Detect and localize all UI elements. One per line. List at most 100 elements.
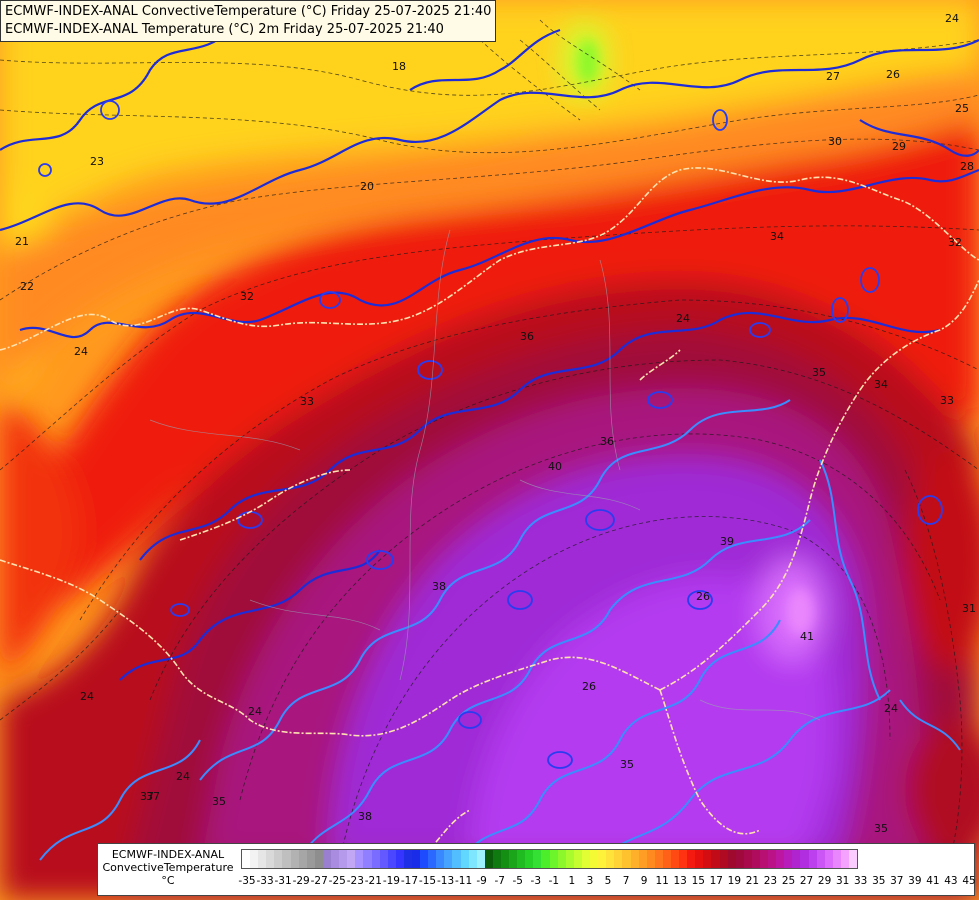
legend-swatch	[679, 850, 688, 868]
contour-label: 36	[520, 330, 534, 343]
legend-swatch	[565, 850, 574, 868]
legend-tick-label: 17	[709, 875, 723, 887]
contour-label: 38	[358, 810, 372, 823]
contour-label: 34	[874, 378, 888, 391]
legend-swatch	[840, 850, 850, 868]
legend-tick-label: 39	[908, 875, 922, 887]
legend-tick-label: -13	[436, 875, 455, 887]
legend-swatch	[557, 850, 566, 868]
legend-swatch	[428, 850, 437, 868]
contour-label: 18	[392, 60, 406, 73]
legend-swatch	[792, 850, 801, 868]
region-lines	[149, 229, 821, 721]
legend-tick-label: -7	[494, 875, 505, 887]
contour-label: 37	[146, 790, 160, 803]
legend-tick-label: -5	[512, 875, 523, 887]
legend-tick-label: 1	[568, 875, 576, 887]
legend-title: ECMWF-INDEX-ANAL ConvectiveTemperature °…	[100, 848, 236, 887]
contour-label: 24	[248, 705, 262, 718]
contour-label: 21	[15, 235, 29, 248]
contour-label: 34	[770, 230, 784, 243]
contour-label: 32	[240, 290, 254, 303]
legend-tick-label: 35	[872, 875, 886, 887]
legend-tick-label: -19	[382, 875, 400, 887]
contour-label: 24	[80, 690, 94, 703]
legend-swatch	[250, 850, 259, 868]
contour-label: 24	[945, 12, 959, 25]
legend-tick-label: -17	[400, 875, 419, 887]
field-violet	[470, 576, 834, 860]
legend-swatch	[695, 850, 704, 868]
field-orange-band	[0, 70, 979, 400]
legend-swatch	[509, 850, 518, 868]
map-title-temperature: ECMWF-INDEX-ANAL Temperature (°C) 2m Fri…	[5, 22, 444, 37]
legend-swatch	[452, 850, 461, 868]
contour-label: 39	[720, 535, 734, 548]
legend-tick-label: 21	[745, 875, 760, 887]
contour-label: 35	[874, 822, 888, 835]
contour-label: 33	[300, 395, 314, 408]
legend-swatch	[274, 850, 283, 868]
legend-swatch	[395, 850, 404, 868]
legend-tick-label: -33	[256, 875, 274, 887]
legend-title-variable: ConvectiveTemperature	[102, 861, 234, 874]
legend-color-bar	[241, 849, 859, 869]
legend-swatch	[662, 850, 671, 868]
contour-label: 38	[432, 580, 446, 593]
contour-label: 32	[948, 236, 962, 249]
legend-tick-label: -31	[274, 875, 292, 887]
legend-swatch	[363, 850, 372, 868]
legend-swatch	[824, 850, 833, 868]
legend-swatch	[614, 850, 623, 868]
legend-swatch	[525, 850, 534, 868]
field-red	[0, 120, 979, 640]
legend-swatch	[784, 850, 793, 868]
legend-swatch	[460, 850, 469, 868]
contour-label: 35	[812, 366, 826, 379]
legend-tick-label: -35	[238, 875, 256, 887]
legend-swatch	[411, 850, 421, 868]
field-violet-core	[786, 588, 814, 636]
legend-swatch	[735, 850, 744, 868]
legend-swatch	[670, 850, 680, 868]
legend-swatch	[339, 850, 348, 868]
legend-swatch	[468, 850, 477, 868]
legend-tick-label: 19	[727, 875, 742, 887]
contour-label: 25	[955, 102, 969, 115]
legend-tick-label: -27	[310, 875, 328, 887]
legend-swatch	[606, 850, 615, 868]
legend-tick-label: 37	[890, 875, 904, 887]
legend-tick-label: -23	[346, 875, 364, 887]
field-red-east	[905, 450, 979, 670]
legend-tick-label: 13	[673, 875, 687, 887]
legend-swatch	[598, 850, 607, 868]
legend-tick-label: -1	[548, 875, 560, 887]
legend-swatch	[816, 850, 825, 868]
legend-tick-label: -9	[476, 875, 487, 887]
country-borders	[0, 167, 979, 861]
legend-swatch	[484, 850, 493, 868]
legend-swatch	[347, 850, 356, 868]
legend-swatch	[808, 850, 817, 868]
legend-swatch	[533, 850, 542, 868]
contour-label: 36	[600, 435, 614, 448]
legend-swatch	[832, 850, 841, 868]
contour-label: 20	[360, 180, 374, 193]
legend-swatch	[314, 850, 323, 868]
contour-label: 24	[176, 770, 190, 783]
legend-swatch	[371, 850, 380, 868]
contour-label: 28	[960, 160, 974, 173]
legend-swatch	[590, 850, 599, 868]
legend-swatch	[711, 850, 720, 868]
legend-tick-label: -11	[455, 875, 473, 887]
legend-tick-label: -29	[292, 875, 310, 887]
legend-tick-label: -15	[418, 875, 437, 887]
legend-swatch	[492, 850, 501, 868]
legend-swatch	[298, 850, 307, 868]
legend-swatch	[727, 850, 736, 868]
legend-tick-label: 25	[781, 875, 796, 887]
contour-loops	[38, 100, 943, 769]
legend-swatch	[751, 850, 760, 868]
contour-label: 30	[828, 135, 842, 148]
